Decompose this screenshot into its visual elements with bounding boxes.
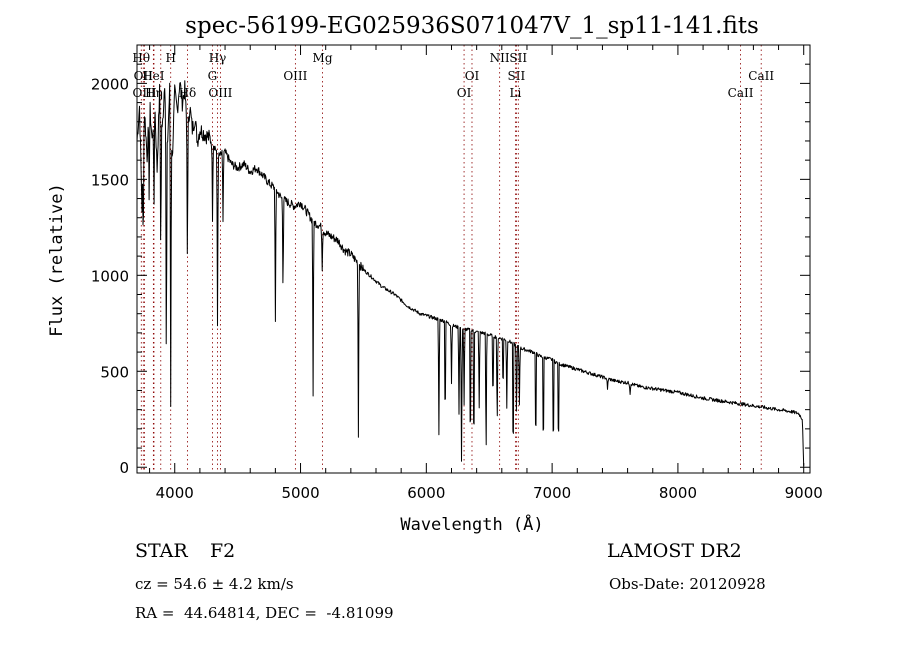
- x-tick-label: 4000: [156, 484, 194, 502]
- line-marker-label: CaII: [728, 86, 754, 100]
- survey-name: LAMOST DR2: [607, 540, 742, 562]
- x-tick-label: 5000: [281, 484, 319, 502]
- line-marker-label: CaII: [748, 69, 774, 83]
- y-tick-label: 500: [100, 363, 129, 381]
- line-marker-label: OI: [457, 86, 472, 100]
- line-marker-label: SII: [509, 51, 527, 65]
- line-marker-label: Li: [509, 86, 521, 100]
- line-marker-label: Hθ: [132, 51, 150, 65]
- x-tick-label: 9000: [785, 484, 823, 502]
- spectrum-series-line: [136, 80, 805, 466]
- plot-frame: [136, 44, 811, 474]
- line-marker-label: OI: [465, 69, 480, 83]
- redshift-value: cz = 54.6 ± 4.2 km/s: [135, 575, 294, 593]
- line-markers: HθOIIOIIIHeIHηHHδGHγOIIIOIIIMgOIOINIISII…: [132, 45, 774, 473]
- observation-date: Obs-Date: 20120928: [609, 575, 766, 593]
- line-marker-label: HeI: [142, 69, 165, 83]
- line-marker-label: SII: [508, 69, 526, 83]
- y-tick-label: 1500: [91, 171, 129, 189]
- plot-area: [136, 80, 805, 466]
- line-marker-label: OIII: [208, 86, 232, 100]
- line-marker-label: H: [165, 51, 175, 65]
- sky-coordinates: RA = 44.64814, DEC = -4.81099: [135, 604, 394, 622]
- line-marker-label: OIII: [133, 86, 157, 100]
- y-axis-label: Flux (relative): [47, 183, 67, 337]
- chart-title: spec-56199-EG025936S071047V_1_sp11-141.f…: [185, 13, 759, 39]
- y-tick-label: 1000: [91, 267, 129, 285]
- y-tick-label: 0: [119, 459, 129, 477]
- object-class: STAR: [135, 540, 188, 562]
- line-marker-label: OIII: [283, 69, 307, 83]
- line-marker-label: Hη: [145, 86, 163, 100]
- line-marker-label: OII: [134, 69, 154, 83]
- line-marker-label: Mg: [313, 51, 333, 65]
- line-marker-label: NII: [490, 51, 510, 65]
- x-tick-label: 6000: [407, 484, 445, 502]
- x-axis-label: Wavelength (Å): [400, 513, 543, 535]
- x-tick-label: 7000: [533, 484, 571, 502]
- axes: 4000 5000 6000 7000 8000 9000 0 500 1000 1500 2000: [91, 44, 823, 502]
- y-tick-label: 2000: [91, 75, 129, 93]
- x-tick-label: 8000: [659, 484, 697, 502]
- line-marker-label: Hγ: [209, 51, 227, 65]
- line-marker-label: G: [208, 69, 218, 83]
- object-subclass: F2: [210, 540, 236, 562]
